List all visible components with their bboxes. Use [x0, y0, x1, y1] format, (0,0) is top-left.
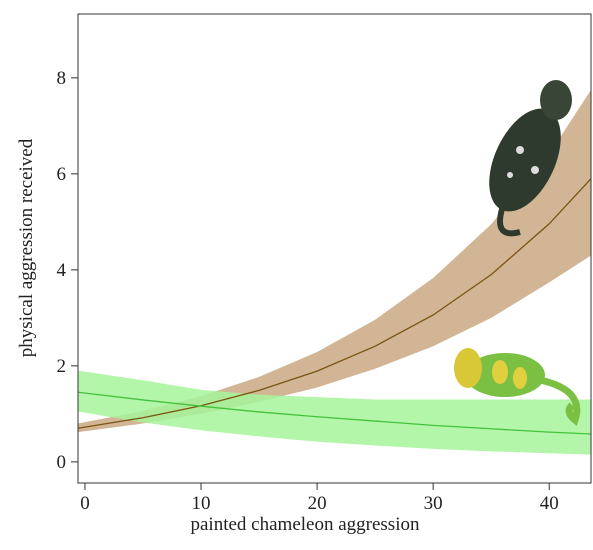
y-tick-label: 4 — [57, 260, 67, 281]
x-tick-label: 40 — [540, 493, 559, 514]
fit-line — [77, 391, 592, 435]
x-tick-label: 30 — [424, 493, 443, 514]
plot-frame — [77, 13, 592, 484]
veiled-chameleon-illustration — [454, 348, 581, 426]
x-tick-label: 10 — [192, 493, 211, 514]
y-tick-label: 2 — [57, 356, 67, 377]
fit-line — [77, 178, 592, 429]
y-tick-label: 8 — [57, 68, 67, 89]
y-axis-label: physical aggression received — [16, 138, 37, 357]
x-tick-label: 0 — [80, 493, 90, 514]
y-tick-label: 0 — [57, 452, 67, 473]
plot-area — [77, 89, 592, 455]
confidence-band — [78, 370, 591, 455]
x-tick-label: 20 — [308, 493, 327, 514]
x-axis-label: painted chameleon aggression — [191, 514, 420, 535]
y-tick-label: 6 — [57, 164, 67, 185]
dark-chameleon-illustration — [489, 80, 572, 237]
